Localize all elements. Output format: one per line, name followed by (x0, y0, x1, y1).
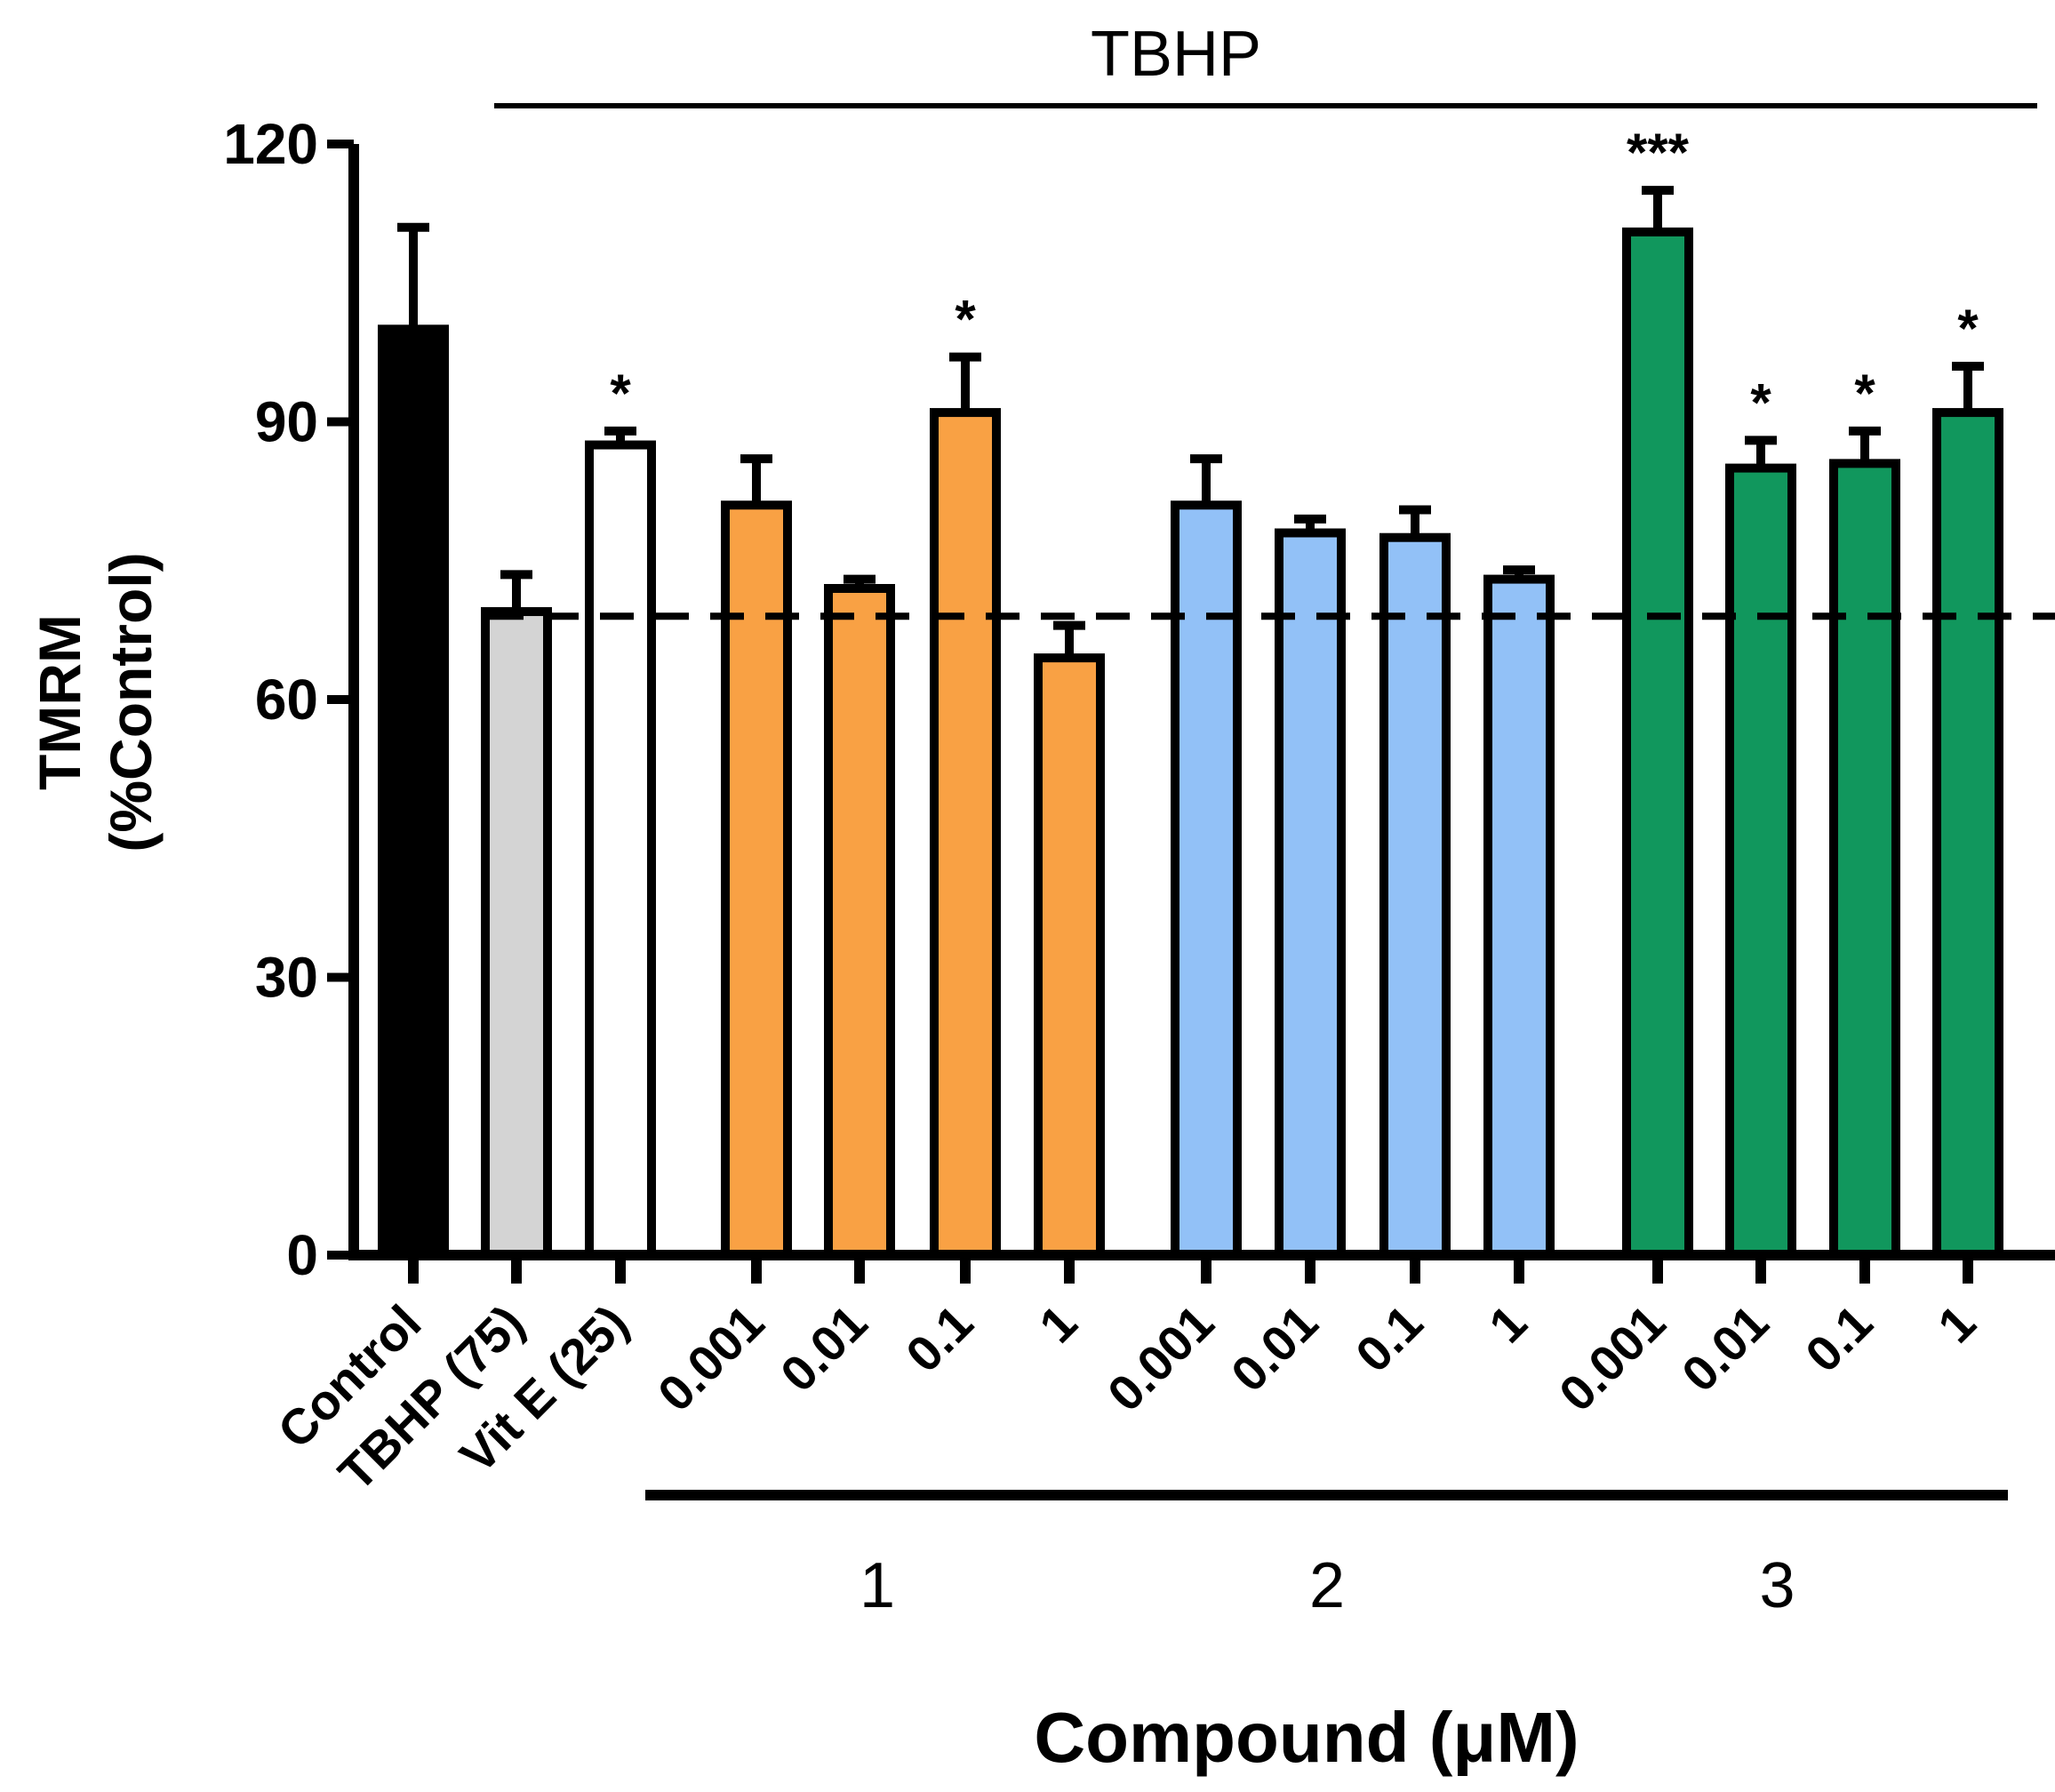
bar (1379, 532, 1451, 1260)
group-label: 2 (1309, 1550, 1345, 1621)
significance-marker: *** (1627, 123, 1690, 182)
bar (481, 607, 552, 1260)
y-tick-label: 60 (255, 668, 318, 732)
treatment-bracket: TBHP (494, 19, 2037, 108)
significance-marker: * (1957, 299, 1979, 358)
x-tick-label: 0.01 (1671, 1294, 1779, 1403)
x-tick-label: 0.01 (1220, 1294, 1329, 1403)
bar (1275, 528, 1346, 1260)
x-tick-label: 0.001 (647, 1294, 775, 1422)
y-tick-label: 90 (255, 390, 318, 454)
x-axis-title: Compound (μM) (1034, 1698, 1579, 1777)
group-label: 3 (1759, 1550, 1795, 1621)
bar (378, 324, 449, 1260)
x-tick-label: 0.001 (1548, 1294, 1676, 1422)
group-label: 1 (860, 1550, 895, 1621)
bar (1725, 463, 1796, 1260)
bar (585, 440, 656, 1260)
y-tick-label: 120 (223, 112, 318, 176)
y-axis-label-line-2: (%Control) (98, 552, 164, 852)
significance-marker: * (1854, 364, 1875, 423)
significance-marker: * (610, 364, 631, 423)
bar (1932, 408, 2003, 1260)
bar (824, 584, 895, 1260)
x-tick-label: 1 (1028, 1294, 1088, 1354)
bar (721, 500, 792, 1260)
x-tick-label: 0.01 (770, 1294, 878, 1403)
bars: ****** ** (378, 123, 2003, 1260)
y-axis-label: TMRM (%Control) (27, 552, 164, 852)
x-tick-label: 0.1 (895, 1294, 984, 1383)
y-tick-label: 30 (255, 946, 318, 1010)
x-tick-label: 1 (1478, 1294, 1538, 1354)
y-tick-label: 0 (286, 1223, 318, 1287)
x-tick-label: 0.1 (1795, 1294, 1883, 1383)
bar (1829, 459, 1900, 1260)
x-tick-label: 0.001 (1097, 1294, 1225, 1422)
significance-marker: * (955, 290, 976, 349)
bar (1483, 574, 1555, 1260)
y-axis-label-line-1: TMRM (27, 614, 92, 790)
bar (1034, 653, 1105, 1260)
x-tick-label: 0.1 (1345, 1294, 1434, 1383)
treatment-bracket-label: TBHP (1091, 19, 1261, 90)
y-axis: 0 30 60 90 120 (223, 112, 359, 1287)
significance-marker: * (1750, 372, 1771, 432)
x-tick-label: 1 (1927, 1294, 1987, 1354)
compound-groups: 1 2 3 (645, 1490, 2008, 1621)
bar (1622, 227, 1693, 1260)
bar (930, 408, 1001, 1260)
